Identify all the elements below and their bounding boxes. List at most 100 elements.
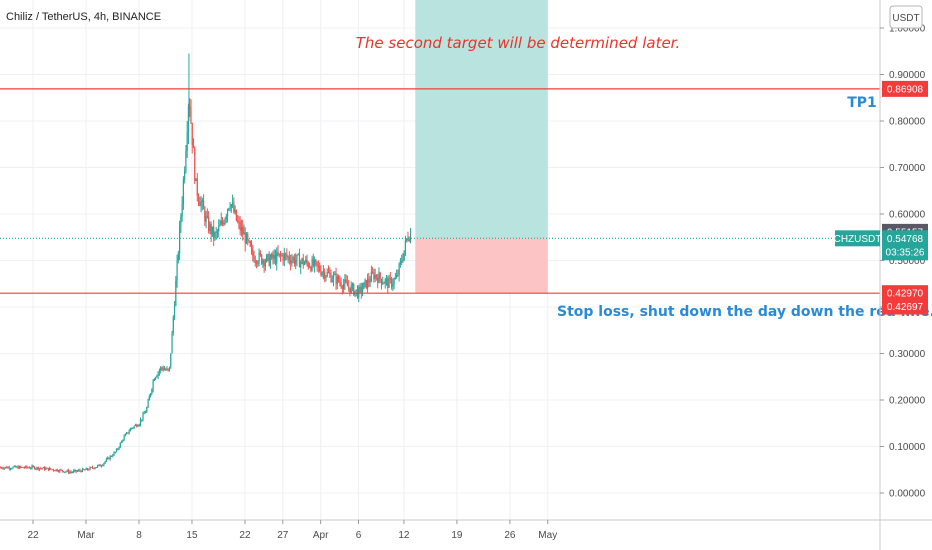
candle-body bbox=[104, 461, 106, 464]
second-target-note[interactable]: The second target will be determined lat… bbox=[356, 34, 681, 52]
candle-body bbox=[129, 428, 132, 432]
candle-body bbox=[204, 209, 206, 222]
candle-body bbox=[402, 259, 404, 262]
candle-body bbox=[42, 467, 44, 469]
candle-body bbox=[115, 449, 118, 452]
candle-body bbox=[353, 284, 355, 295]
candle-body bbox=[194, 148, 196, 181]
candle-body bbox=[4, 466, 7, 468]
candle-body bbox=[186, 132, 188, 151]
candle-body bbox=[235, 209, 237, 221]
candle-body bbox=[258, 252, 260, 263]
ticker-text: CHZUSDT bbox=[834, 234, 882, 245]
candle-body bbox=[219, 224, 221, 227]
candle-body bbox=[248, 240, 250, 242]
candle-body bbox=[398, 263, 400, 275]
candle-body bbox=[95, 467, 97, 469]
candle-body bbox=[151, 389, 153, 394]
candle-body bbox=[66, 470, 68, 472]
time-tick-label: Apr bbox=[313, 530, 329, 541]
candle-body bbox=[171, 332, 173, 354]
candle-body bbox=[250, 246, 253, 249]
candle-body bbox=[257, 262, 259, 264]
candle-body bbox=[64, 471, 66, 473]
candle-body bbox=[220, 220, 222, 225]
candle-body bbox=[408, 239, 410, 241]
candle-body bbox=[163, 369, 166, 371]
candle-body bbox=[118, 447, 120, 449]
candle-body bbox=[91, 467, 94, 469]
candle-body bbox=[191, 122, 193, 146]
candle-body bbox=[346, 281, 349, 287]
candle-body bbox=[180, 216, 182, 227]
candle-body bbox=[67, 470, 70, 473]
candle-body bbox=[7, 467, 9, 469]
candle-body bbox=[324, 271, 326, 279]
candle-body bbox=[383, 283, 385, 285]
target-zone[interactable] bbox=[415, 0, 548, 239]
candle-body bbox=[31, 466, 33, 469]
candle-body bbox=[71, 472, 73, 474]
candle-body bbox=[75, 469, 77, 472]
candle-body bbox=[113, 452, 115, 456]
price-tick-label: 1.00000 bbox=[889, 24, 926, 35]
candle-body bbox=[192, 145, 195, 149]
candle-body bbox=[244, 232, 246, 244]
candle-body bbox=[277, 252, 279, 255]
candle-body bbox=[108, 457, 110, 460]
candle-body bbox=[133, 425, 135, 428]
candle-body bbox=[74, 469, 76, 471]
candle-body bbox=[32, 466, 34, 468]
candle-body bbox=[282, 255, 284, 261]
time-axis[interactable]: 22 Mar 8 15 22 27 Apr 6 12 19 26 May bbox=[27, 520, 557, 541]
candle-body bbox=[86, 468, 89, 470]
candle-body bbox=[0, 467, 2, 469]
candle-body bbox=[350, 285, 352, 293]
candle-body bbox=[290, 260, 292, 264]
candle-body bbox=[45, 468, 47, 470]
candle-body bbox=[283, 253, 285, 261]
candle-body bbox=[238, 221, 240, 223]
candle-body bbox=[49, 468, 51, 471]
candle-body bbox=[247, 234, 249, 241]
candle-body bbox=[388, 277, 390, 288]
candle-body bbox=[79, 470, 81, 472]
currency-button[interactable]: USDT bbox=[889, 5, 923, 29]
candle-body bbox=[30, 468, 32, 470]
candle-body bbox=[76, 470, 79, 472]
candle-body bbox=[298, 254, 301, 268]
candle-body bbox=[70, 471, 72, 473]
candle-body bbox=[334, 273, 336, 275]
candle-body bbox=[166, 368, 168, 370]
candle-body bbox=[321, 272, 323, 275]
stop-loss-note[interactable]: Stop loss, shut down the day down the re… bbox=[557, 304, 932, 320]
time-tick-label: 26 bbox=[504, 530, 516, 541]
candle-body bbox=[73, 470, 75, 473]
candle-body bbox=[379, 272, 381, 279]
candle-body bbox=[165, 369, 167, 371]
candle-body bbox=[366, 278, 369, 289]
candle-body bbox=[11, 468, 13, 470]
stop-zone[interactable] bbox=[415, 238, 548, 294]
candle-body bbox=[167, 368, 169, 370]
candle-body bbox=[38, 468, 41, 470]
tp1-label[interactable]: TP1 bbox=[847, 95, 877, 111]
candle-body bbox=[117, 448, 119, 450]
candle-body bbox=[2, 468, 4, 470]
candle-body bbox=[399, 260, 401, 264]
candle-body bbox=[378, 272, 380, 283]
candle-body bbox=[90, 467, 92, 469]
candle-body bbox=[109, 456, 111, 460]
candle-body bbox=[177, 253, 179, 261]
candle-body bbox=[155, 377, 157, 380]
candle-body bbox=[345, 279, 347, 282]
candle-body bbox=[301, 258, 303, 262]
candle-body bbox=[136, 424, 138, 427]
candle-body bbox=[119, 442, 121, 448]
candle-body bbox=[52, 469, 55, 471]
candle-body bbox=[78, 470, 80, 472]
stop-lower-price-text: 0.42697 bbox=[887, 302, 924, 313]
candle-body bbox=[302, 258, 304, 265]
candle-body bbox=[262, 260, 264, 264]
